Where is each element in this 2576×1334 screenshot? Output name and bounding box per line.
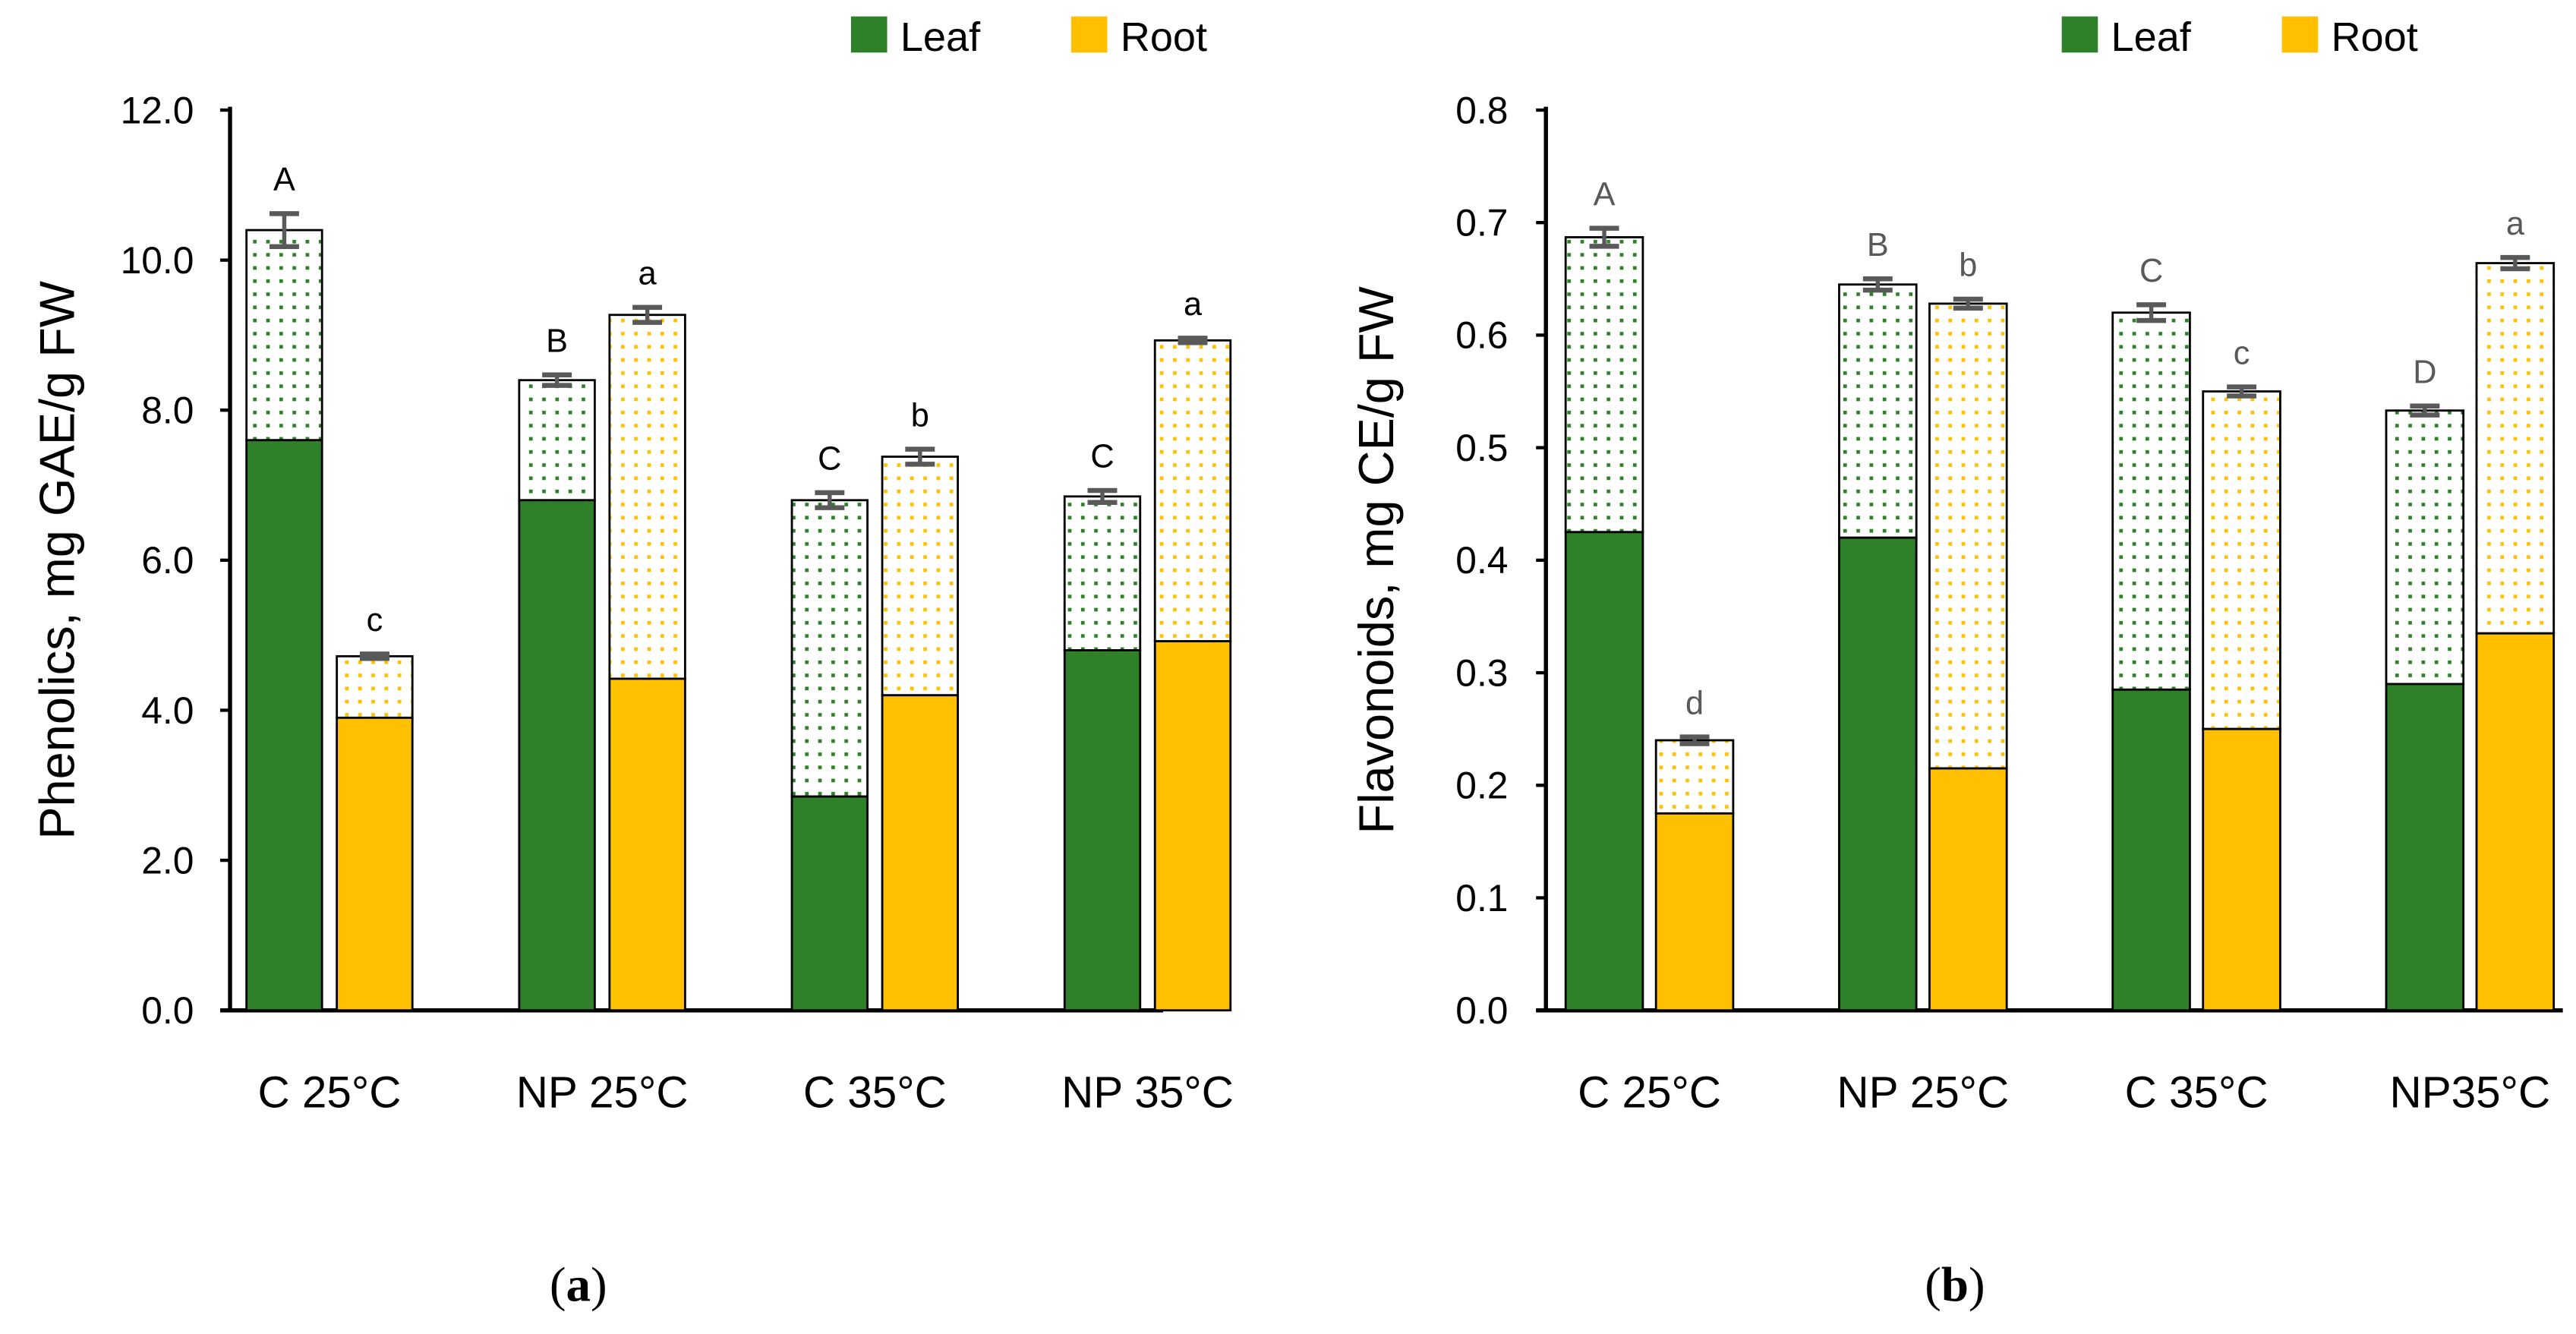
chart-phenolics: 0.0 2.0 4.0 6.0 8.0 10.0 12.0 Phenolics, mg GAE… xyxy=(29,14,1233,1313)
x-category-label: NP35°C xyxy=(2390,1068,2551,1117)
leaf-bar-solid-segment xyxy=(245,439,323,1012)
significance-letter: b xyxy=(911,397,929,434)
root-bar-dotted-segment xyxy=(1928,302,2008,770)
significance-letter: a xyxy=(638,256,657,292)
leaf-bar-dotted-segment xyxy=(2385,409,2465,686)
legend-swatch-root xyxy=(2281,16,2319,53)
root-bar-dotted-segment xyxy=(1153,339,1232,642)
root-bar-solid-segment xyxy=(336,716,414,1012)
x-category-label: C 35°C xyxy=(2125,1068,2269,1117)
y-tick-label: 0.6 xyxy=(1455,314,1508,357)
y-tick-label: 0.1 xyxy=(1455,877,1508,919)
significance-letter: B xyxy=(1867,227,1889,263)
y-tick-label: 0.0 xyxy=(1455,989,1508,1032)
significance-letter: b xyxy=(1959,248,1977,284)
leaf-bar-solid-segment xyxy=(1838,536,1918,1012)
x-category-label: NP 25°C xyxy=(516,1068,689,1117)
y-tick-label: 8.0 xyxy=(141,389,194,432)
significance-letter: D xyxy=(2413,354,2436,390)
root-bar-solid-segment xyxy=(1928,767,2008,1012)
root-bar-dotted-segment xyxy=(881,456,959,697)
significance-letter: A xyxy=(1594,176,1616,213)
leaf-bar-solid-segment xyxy=(1564,531,1644,1012)
x-category-label: NP 25°C xyxy=(1837,1068,2009,1117)
significance-letter: C xyxy=(1090,439,1114,475)
y-tick-label: 4.0 xyxy=(141,689,194,732)
leaf-bar-dotted-segment xyxy=(790,499,869,798)
y-tick-label: 10.0 xyxy=(121,239,194,282)
root-bar-dotted-segment xyxy=(336,654,414,719)
significance-letter: c xyxy=(367,602,383,639)
leaf-bar-solid-segment xyxy=(2385,683,2465,1012)
panel-caption-letter: b xyxy=(1941,1258,1969,1313)
panel-caption: (a) xyxy=(550,1258,607,1313)
significance-letter: a xyxy=(1184,286,1203,323)
root-bar-solid-segment xyxy=(1153,640,1232,1012)
leaf-bar-dotted-segment xyxy=(1838,283,1918,539)
y-axis-label: Flavonoids, mg CE/g FW xyxy=(1348,285,1404,834)
root-bar-dotted-segment xyxy=(1654,739,1735,815)
y-tick-label: 0.0 xyxy=(141,989,194,1032)
root-bar-dotted-segment xyxy=(608,314,686,680)
root-bar-dotted-segment xyxy=(2475,262,2556,635)
legend-label-root: Root xyxy=(2332,14,2418,60)
significance-letter: c xyxy=(2234,335,2250,371)
y-tick-label: 0.7 xyxy=(1455,202,1508,244)
panel-caption-letter: a xyxy=(566,1258,591,1313)
legend-label-leaf: Leaf xyxy=(2111,14,2192,60)
leaf-bar-solid-segment xyxy=(518,499,596,1012)
y-tick-label: 0.8 xyxy=(1455,89,1508,131)
x-category-label: C 25°C xyxy=(1578,1068,1721,1117)
root-bar-solid-segment xyxy=(2202,727,2281,1012)
y-axis-label: Phenolics, mg GAE/g FW xyxy=(29,280,84,840)
legend-label-leaf: Leaf xyxy=(900,14,981,60)
significance-letter: a xyxy=(2506,206,2525,242)
significance-letter: d xyxy=(1685,685,1704,721)
significance-letter: C xyxy=(818,441,841,478)
legend-swatch-leaf xyxy=(2061,16,2098,53)
leaf-bar-solid-segment xyxy=(1063,649,1142,1012)
y-tick-label: 0.2 xyxy=(1455,765,1508,807)
significance-letter: B xyxy=(546,323,568,359)
x-category-label: NP 35°C xyxy=(1061,1068,1234,1117)
leaf-bar-dotted-segment xyxy=(1564,236,1644,534)
y-tick-label: 0.4 xyxy=(1455,539,1508,582)
legend-swatch-leaf xyxy=(850,16,888,53)
leaf-bar-dotted-segment xyxy=(518,379,596,502)
y-tick-label: 0.5 xyxy=(1455,427,1508,469)
leaf-bar-dotted-segment xyxy=(2111,311,2191,691)
root-bar-solid-segment xyxy=(2475,632,2556,1012)
significance-letter: C xyxy=(2139,253,2163,289)
chart-flavonoids: 0.0 0.1 0.2 0.3 0.4 0.5 0.6 0.7 0.8 Flavonoids, m… xyxy=(1348,14,2563,1313)
y-tick-label: 6.0 xyxy=(141,539,194,582)
significance-letter: A xyxy=(273,162,295,198)
root-bar-solid-segment xyxy=(881,694,959,1012)
root-bar-dotted-segment xyxy=(2202,390,2281,730)
leaf-bar-solid-segment xyxy=(790,795,869,1012)
root-bar-solid-segment xyxy=(608,677,686,1012)
root-bar-solid-segment xyxy=(1654,812,1735,1012)
x-category-label: C 35°C xyxy=(803,1068,947,1117)
panel-caption: (b) xyxy=(1925,1258,1985,1313)
leaf-bar-dotted-segment xyxy=(245,229,323,442)
y-tick-label: 12.0 xyxy=(121,89,194,131)
x-category-label: C 25°C xyxy=(257,1068,401,1117)
legend-label-root: Root xyxy=(1121,14,1207,60)
y-tick-label: 2.0 xyxy=(141,839,194,881)
y-tick-label: 0.3 xyxy=(1455,651,1508,694)
leaf-bar-solid-segment xyxy=(2111,688,2191,1012)
leaf-bar-dotted-segment xyxy=(1063,495,1142,651)
legend-swatch-root xyxy=(1070,16,1108,53)
